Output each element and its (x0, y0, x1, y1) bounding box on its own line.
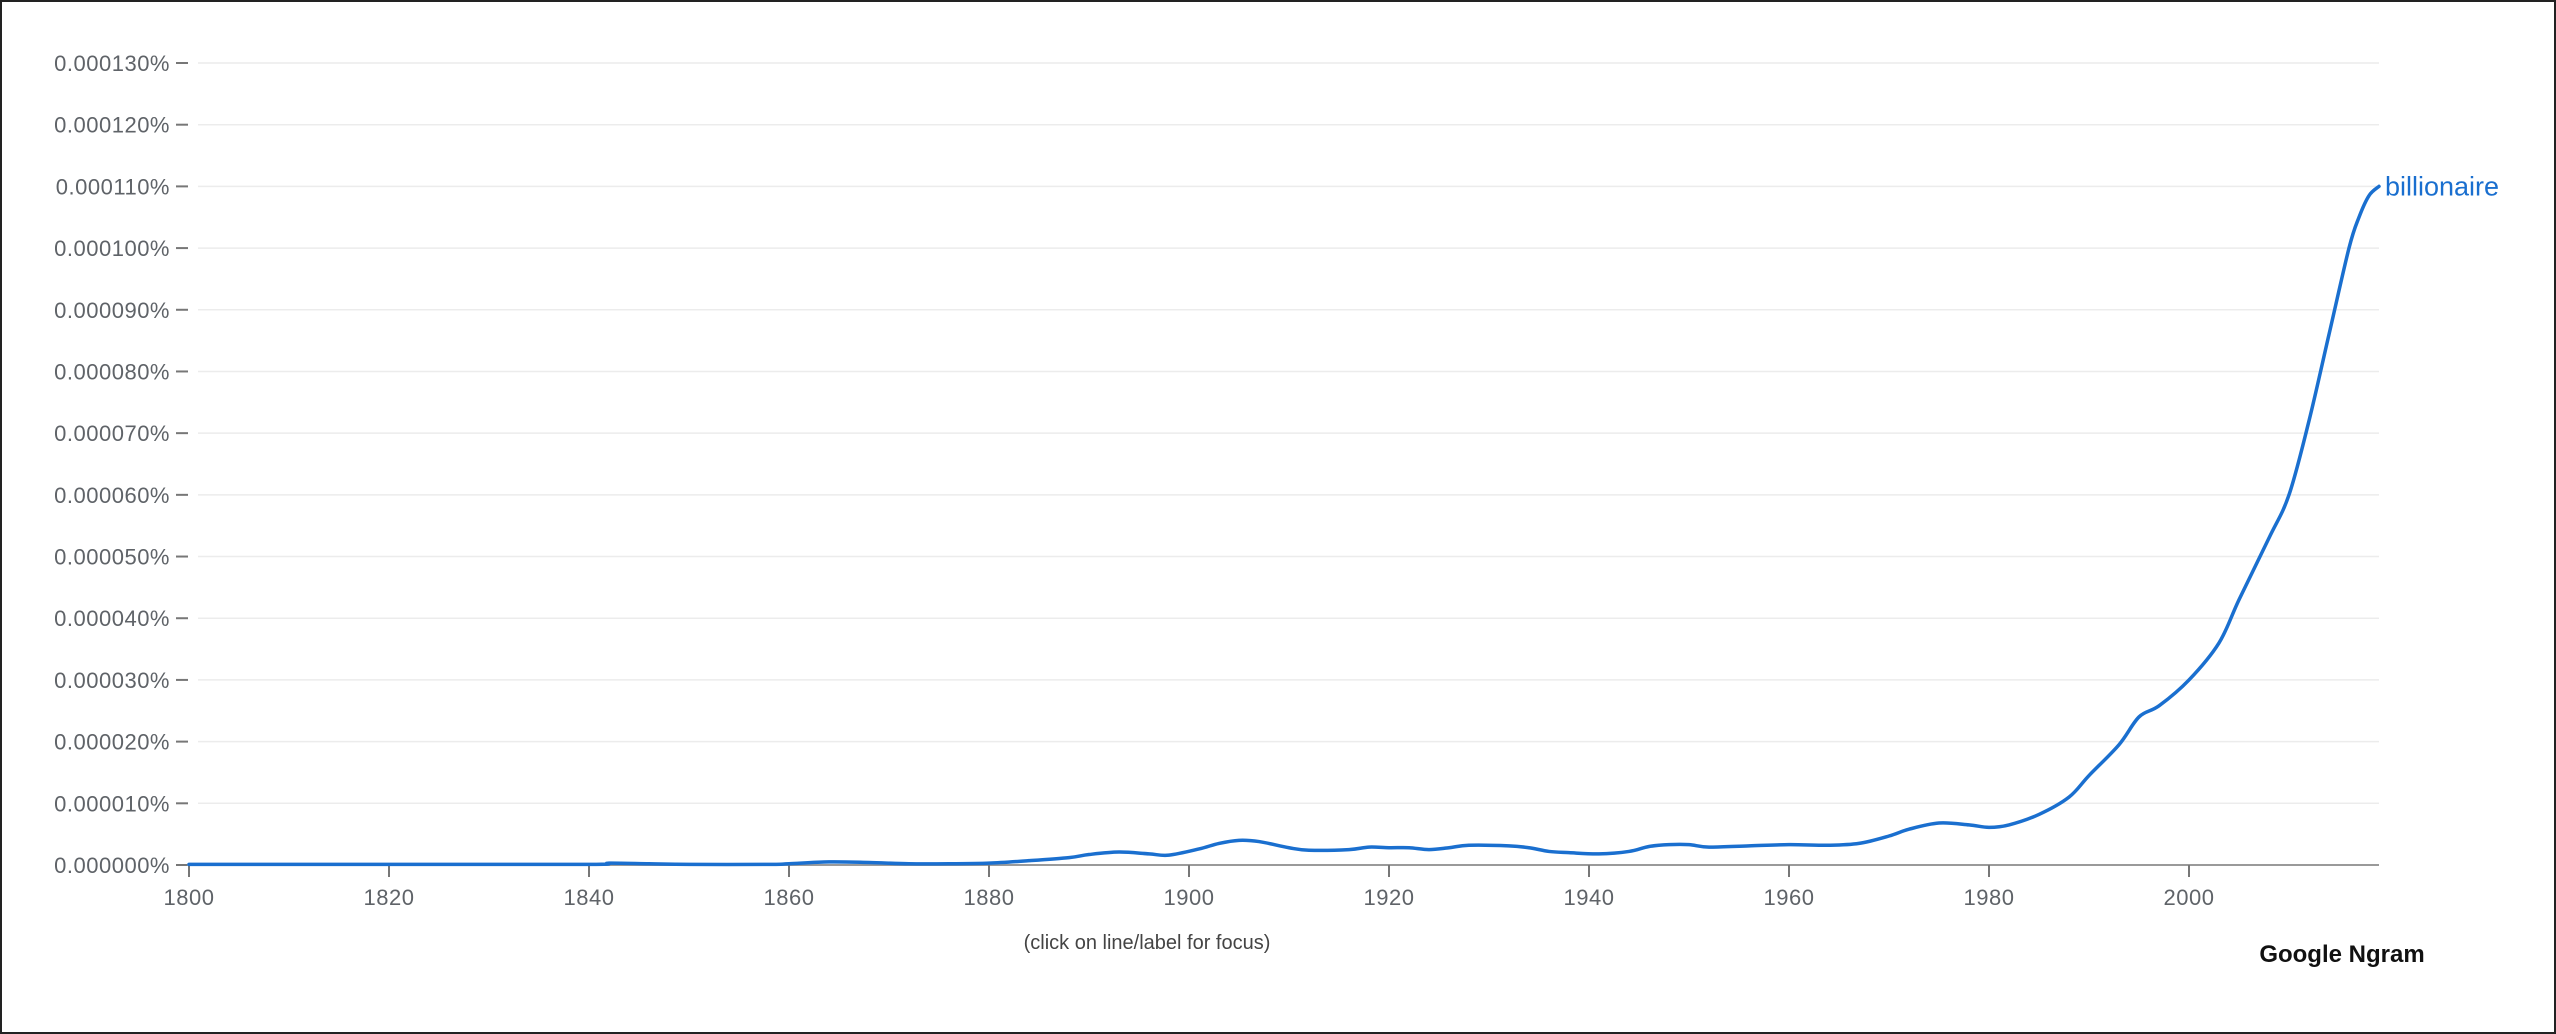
y-tick-label: 0.000050% (54, 545, 170, 570)
y-tick-label: 0.000110% (56, 174, 170, 199)
series-line-billionaire[interactable] (187, 184, 2381, 867)
y-axis: 0.000000% 0.000010% 0.000020% 0.000030% 0.00… (54, 51, 188, 878)
x-tick-label: 1860 (764, 885, 815, 910)
y-tick-label: 0.000020% (54, 730, 170, 755)
series-label-billionaire[interactable]: billionaire (2385, 171, 2499, 201)
x-tick-label: 1800 (164, 885, 215, 910)
y-tick-label: 0.000080% (54, 359, 170, 384)
y-tick-label: 0.000040% (54, 606, 170, 631)
y-tick-label: 0.000010% (54, 791, 170, 816)
y-tick-label: 0.000130% (54, 51, 170, 76)
x-tick-label: 1900 (1164, 885, 1215, 910)
y-tick-label: 0.000090% (54, 298, 170, 323)
series-lines[interactable] (187, 184, 2381, 867)
grid-lines (198, 62, 2379, 805)
focus-hint: (click on line/label for focus) (1024, 932, 1271, 954)
x-tick-label: 1980 (1964, 885, 2015, 910)
y-tick-label: 0.000120% (54, 113, 170, 138)
x-tick-label: 1960 (1764, 885, 1815, 910)
x-tick-label: 1940 (1564, 885, 1615, 910)
y-tick-label: 0.000070% (54, 421, 170, 446)
y-tick-label: 0.000060% (54, 483, 170, 508)
x-axis: 1800 1820 1840 1860 1880 1900 1920 1940 1960 1980… (164, 864, 2379, 910)
y-tick-label: 0.000000% (54, 853, 170, 878)
y-tick-label: 0.000100% (54, 236, 170, 261)
x-tick-label: 1880 (964, 885, 1015, 910)
x-tick-label: 2000 (2164, 885, 2215, 910)
x-tick-label: 1920 (1364, 885, 1415, 910)
x-tick-label: 1840 (564, 885, 615, 910)
series-labels[interactable]: billionaire (2385, 171, 2499, 201)
y-tick-label: 0.000030% (54, 668, 170, 693)
x-tick-label: 1820 (364, 885, 415, 910)
brand-logo: Google Ngram (2259, 941, 2424, 968)
